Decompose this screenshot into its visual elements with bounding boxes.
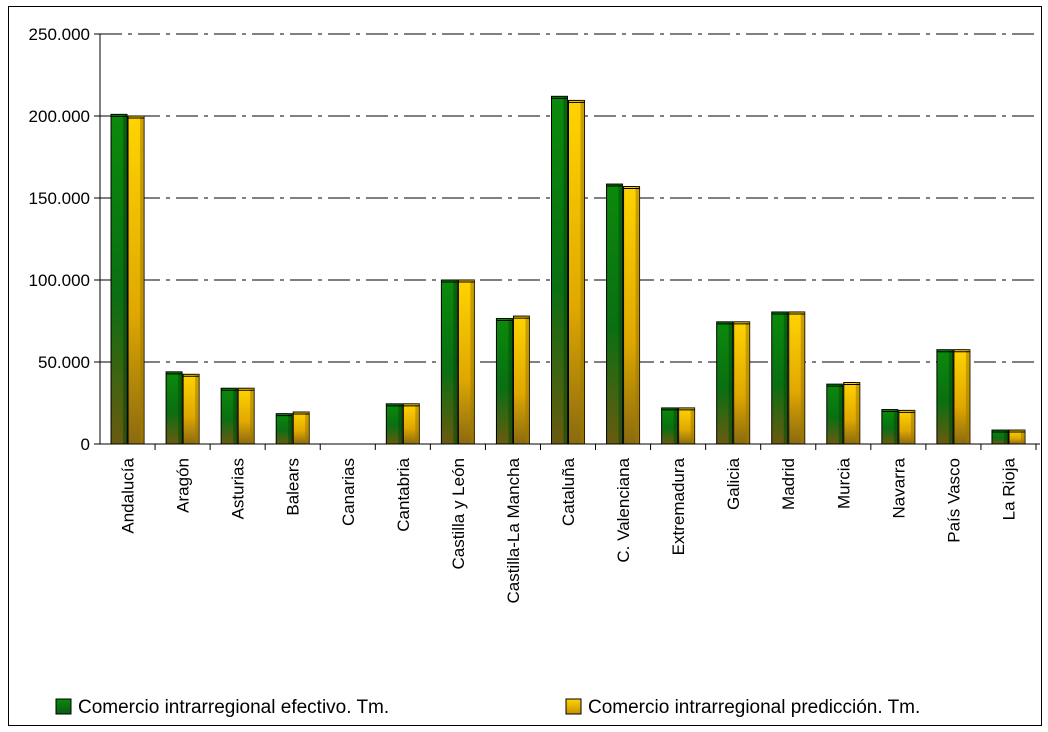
legend-label-efectivo: Comercio intrarregional efectivo. Tm. [78, 697, 389, 718]
bar-side [305, 412, 310, 444]
x-tick-label: Andalucía [119, 457, 138, 533]
legend-swatch-efectivo [55, 698, 72, 715]
bar-side [580, 100, 585, 445]
bar-prediccion [843, 382, 861, 445]
bar-side [635, 186, 640, 444]
bar-side [563, 96, 568, 444]
bar-side [195, 374, 200, 444]
bar-efectivo [661, 407, 679, 445]
bar-prediccion [292, 411, 310, 445]
bar-prediccion [182, 373, 200, 445]
bar-efectivo [165, 371, 183, 445]
x-tick-label: La Rioja [999, 457, 1018, 520]
legend: Comercio intrarregional efectivo. Tm. Co… [55, 697, 920, 718]
x-tick-label: Madrid [779, 458, 798, 510]
bar-side [233, 388, 238, 444]
axes [94, 33, 1040, 450]
legend-label-prediccion: Comercio intrarregional predicción. Tm. [588, 697, 920, 718]
bar-side [250, 388, 255, 444]
bar-side [690, 407, 695, 444]
y-tick-label: 50.000 [38, 353, 90, 372]
bar-efectivo [716, 321, 734, 445]
y-tick-labels: 0 50.000 100.000 150.000 200.000 250.000 [29, 25, 90, 454]
bar-side [618, 184, 623, 444]
bar-efectivo [110, 113, 128, 445]
bar-side [965, 349, 970, 444]
x-tick-label: C. Valenciana [614, 457, 633, 562]
bar-efectivo [385, 403, 403, 445]
bar-prediccion [788, 311, 806, 445]
bar-efectivo [606, 183, 624, 445]
x-tick-label: Extremadura [669, 457, 688, 555]
bar-side [470, 280, 475, 444]
legend-swatch-prediccion [565, 698, 582, 715]
bar-side [178, 371, 183, 444]
bar-side [855, 382, 860, 444]
bar-efectivo [936, 349, 954, 445]
x-tick-label: Asturias [229, 458, 248, 519]
bar-side [1003, 430, 1008, 444]
y-tick-label: 200.000 [29, 107, 90, 126]
bar-efectivo [440, 279, 458, 445]
bar-side [673, 407, 678, 444]
bar-side [728, 321, 733, 444]
bar-side [140, 116, 145, 444]
y-tick-label: 0 [81, 435, 90, 454]
bar-efectivo [991, 429, 1009, 445]
bar-side [525, 316, 530, 444]
bar-side [123, 114, 128, 445]
y-tick-label: 150.000 [29, 189, 90, 208]
bar-prediccion [953, 349, 971, 445]
bar-prediccion [623, 186, 641, 445]
bar-side [415, 403, 420, 444]
bar-prediccion [1008, 429, 1026, 445]
x-tick-label: Galicia [724, 457, 743, 510]
x-tick-label: Cantabria [394, 457, 413, 531]
x-tick-label: País Vasco [944, 458, 963, 543]
bar-prediccion [127, 115, 145, 445]
bar-efectivo [220, 387, 238, 445]
bar-efectivo [551, 95, 568, 445]
x-tick-label: Navarra [889, 457, 908, 518]
bar-side [800, 311, 805, 444]
bar-prediccion [678, 407, 696, 445]
x-tick-label: Castilla-La Mancha [504, 457, 523, 603]
bar-side [948, 349, 953, 444]
bar-side [783, 311, 788, 444]
bar-prediccion [237, 387, 255, 445]
x-tick-label: Aragón [174, 458, 193, 513]
bar-prediccion [402, 403, 420, 445]
bar-efectivo [275, 413, 293, 445]
bar-side [398, 403, 403, 444]
x-tick-label: Canarias [339, 458, 358, 526]
y-tick-label: 100.000 [29, 271, 90, 290]
bar-prediccion [733, 321, 751, 445]
x-tick-label: Castilla y León [449, 458, 468, 570]
bar-side [893, 409, 898, 444]
bar-side [453, 280, 458, 444]
bar-efectivo [771, 311, 789, 445]
bar-prediccion [568, 99, 585, 445]
bar-side [745, 321, 750, 444]
bar-side [508, 318, 513, 444]
x-tick-label: Balears [284, 458, 303, 516]
x-tick-label: Cataluña [559, 457, 578, 526]
bars [110, 95, 1026, 445]
bar-side [910, 410, 915, 444]
bar-side [838, 384, 843, 444]
x-tick-labels: Andalucía Aragón Asturias Balears Canarias Ca… [119, 457, 1019, 603]
bar-prediccion [898, 409, 916, 445]
bar-prediccion [457, 279, 475, 445]
bar-side [288, 413, 293, 444]
bar-efectivo [826, 383, 844, 445]
bar-side [1020, 430, 1025, 444]
bar-efectivo [881, 409, 899, 445]
y-tick-label: 250.000 [29, 25, 90, 44]
bar-efectivo [495, 318, 513, 445]
bar-prediccion [512, 315, 530, 445]
x-tick-label: Murcia [834, 457, 853, 509]
